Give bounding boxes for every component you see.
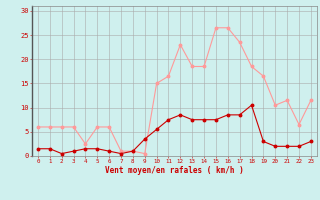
X-axis label: Vent moyen/en rafales ( km/h ): Vent moyen/en rafales ( km/h ): [105, 166, 244, 175]
